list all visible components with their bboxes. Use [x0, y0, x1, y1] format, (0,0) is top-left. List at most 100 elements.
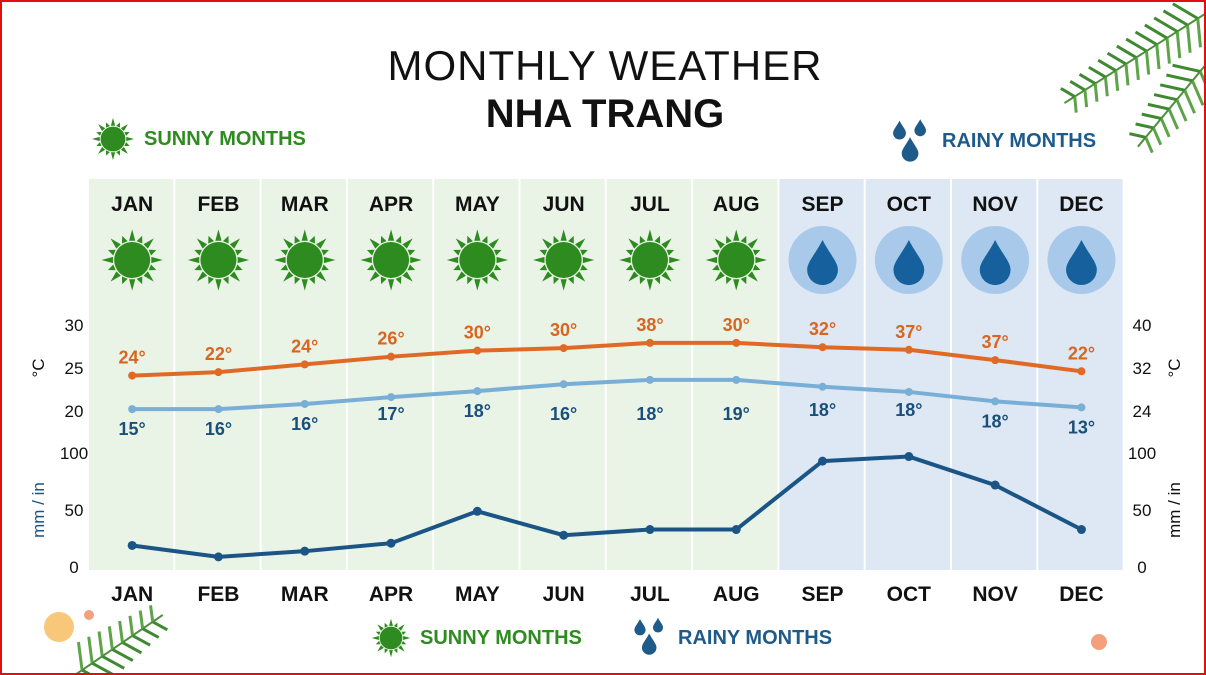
sun-ray [726, 276, 732, 285]
sun-disc [459, 242, 496, 278]
raindrops-icon [893, 119, 926, 162]
month-label-bottom: APR [369, 583, 413, 606]
high-temp-label: 30° [464, 323, 491, 343]
sun-ray [661, 271, 672, 282]
sun-ray [237, 256, 250, 264]
palm-leaflet [1172, 63, 1201, 73]
sun-ray [280, 264, 289, 271]
sun-ray [384, 648, 389, 654]
sun-ray [560, 229, 567, 241]
sun-ray [194, 249, 202, 256]
high-temp-label: 37° [982, 332, 1009, 352]
palm-leaflet [1141, 112, 1162, 120]
low-temp-line [132, 377, 1082, 412]
sun-ray [481, 235, 488, 244]
palm-leaflet [1153, 16, 1179, 33]
sun-ray [401, 640, 407, 645]
sun-ray [316, 271, 327, 282]
month-label-bottom: SEP [802, 583, 844, 606]
sun-ray [395, 276, 402, 285]
sun-icon [619, 229, 681, 291]
drop-small [652, 617, 664, 633]
precip-point [645, 525, 655, 535]
sun-ray [395, 235, 402, 244]
sun-disc [373, 242, 410, 278]
sun-ray [714, 238, 725, 249]
month-label-top: APR [369, 193, 413, 216]
sun-icon [274, 229, 336, 291]
palm-leaflet [1159, 83, 1185, 92]
sun-ray [666, 264, 675, 271]
palm-leaflet [1129, 132, 1147, 139]
sun-ray [208, 235, 214, 244]
sun-ray [101, 256, 113, 264]
low-temp-label: 16° [291, 414, 318, 434]
precip-line [131, 454, 1083, 559]
low-temp-label: 13° [1068, 417, 1095, 437]
sun-ray [669, 256, 681, 264]
drop-small [634, 619, 646, 636]
raindrop-icon [807, 240, 838, 286]
month-label-bottom: MAY [455, 583, 500, 606]
sun-ray [493, 264, 502, 271]
palm-leaflet [1167, 108, 1180, 130]
precip-tick-right: 50 [1133, 501, 1152, 520]
sun-ray [280, 249, 289, 256]
sun-ray [654, 276, 661, 285]
legend-sunny-label: SUNNY MONTHS [420, 626, 582, 649]
palm-leaflet [1097, 58, 1117, 72]
high-temp-point [1077, 367, 1086, 376]
sun-ray [752, 249, 761, 256]
palm-leaflet [1198, 70, 1204, 84]
sun-ray [124, 131, 130, 136]
palm-leaflet [1114, 70, 1120, 91]
drop-small [893, 120, 906, 140]
high-temp-label: 38° [636, 315, 663, 335]
palm-leaflet [1125, 37, 1148, 53]
palm-leaflet [138, 610, 145, 629]
raindrop-icon [979, 240, 1011, 286]
sun-ray [110, 117, 116, 126]
sun-ray [481, 276, 488, 285]
palm-leaflet [1069, 80, 1086, 92]
sun-ray [580, 249, 588, 256]
month-label-top: NOV [972, 193, 1018, 216]
palm-leaflet [1135, 122, 1154, 130]
sun-ray [301, 279, 308, 291]
precip-point [472, 506, 482, 516]
decor-circle [1091, 634, 1107, 650]
month-label-top: DEC [1059, 193, 1103, 216]
sun-ray [539, 249, 548, 256]
sun-ray [98, 146, 106, 154]
high-temp-point [818, 343, 827, 352]
palm-leaflet [1175, 99, 1188, 122]
sun-ray [542, 271, 553, 282]
legend-rainy-label: RAINY MONTHS [942, 129, 1097, 152]
palm-stem [1137, 65, 1204, 148]
sun-ray [371, 636, 379, 640]
sun-ray [628, 271, 639, 282]
temp-tick-left: 30 [65, 316, 84, 335]
low-temp-point [128, 405, 137, 414]
temp-tick-right: 40 [1133, 316, 1152, 335]
sun-ray [187, 256, 200, 264]
temp-tick-right: 24 [1133, 402, 1152, 421]
high-temp-label: 24° [291, 336, 318, 356]
sun-ray [105, 150, 110, 156]
sun-disc [200, 242, 237, 278]
sun-disc [379, 626, 403, 650]
sun-ray [369, 238, 380, 249]
low-temp-point [473, 387, 482, 396]
precip-point [731, 525, 741, 535]
high-temp-point [904, 345, 913, 354]
high-temp-point [732, 338, 741, 347]
sun-ray [568, 235, 574, 244]
sun-icon [360, 229, 422, 291]
sun-ray [402, 271, 413, 282]
sun-ray [108, 249, 116, 256]
sun-ray [366, 264, 375, 271]
month-label-top: JAN [111, 193, 153, 216]
legend-sunny-top: SUNNY MONTHS [90, 116, 306, 162]
low-temp-point [1077, 403, 1086, 412]
sun-ray [110, 238, 121, 249]
